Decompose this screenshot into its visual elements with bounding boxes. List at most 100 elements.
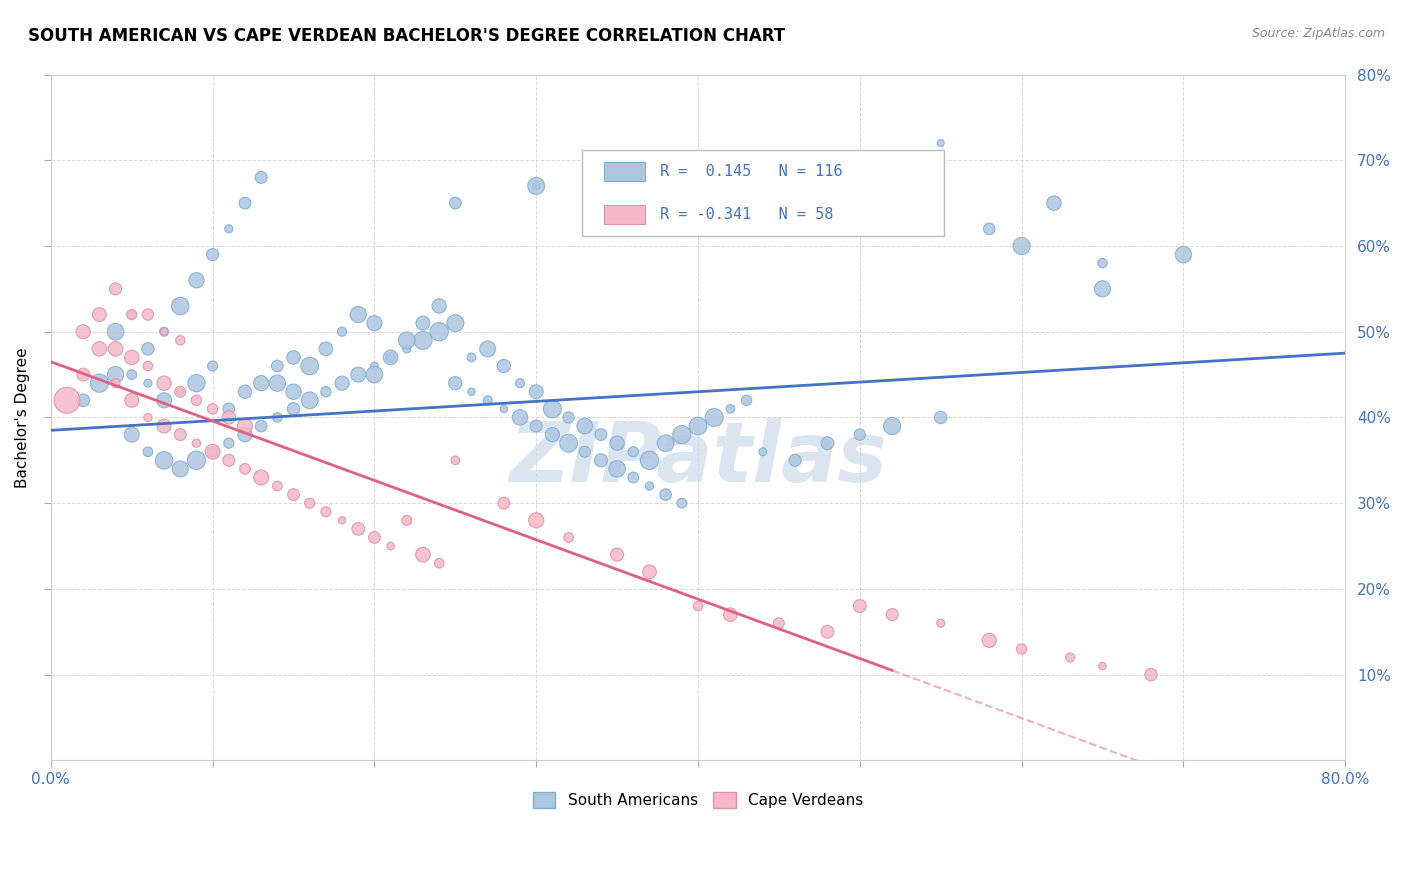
Point [557,436,579,450]
Point [574,419,596,434]
Bar [603,205,645,224]
Point [104,325,127,339]
Point [686,419,709,434]
Point [735,393,758,408]
Point [574,444,596,458]
Point [817,624,839,639]
Point [347,308,370,322]
Point [979,222,1001,236]
Point [718,607,741,622]
Point [509,410,531,425]
Point [817,436,839,450]
Point [233,462,256,476]
Point [768,153,790,168]
Text: SOUTH AMERICAN VS CAPE VERDEAN BACHELOR'S DEGREE CORRELATION CHART: SOUTH AMERICAN VS CAPE VERDEAN BACHELOR'… [28,27,785,45]
Point [849,427,872,442]
Point [121,308,143,322]
Point [363,531,385,545]
Point [283,401,305,416]
Point [524,178,547,193]
Point [541,427,564,442]
Point [751,444,773,458]
Point [1140,667,1163,681]
Point [169,462,191,476]
Point [186,436,208,450]
Point [218,401,240,416]
Point [136,410,159,425]
Point [363,368,385,382]
Point [395,513,418,527]
Point [654,436,676,450]
Point [233,427,256,442]
Point [153,453,176,467]
Point [638,565,661,579]
Point [882,419,904,434]
Point [218,410,240,425]
Point [169,427,191,442]
Point [671,427,693,442]
Point [250,470,273,484]
Point [703,410,725,425]
Point [201,444,224,458]
Point [153,376,176,391]
Point [233,419,256,434]
Point [606,187,628,202]
Point [589,453,612,467]
Point [444,453,467,467]
Point [686,196,709,211]
Point [1091,659,1114,673]
Point [509,376,531,391]
Point [169,384,191,399]
Point [589,427,612,442]
Point [104,282,127,296]
Point [380,539,402,553]
Point [1011,642,1033,657]
Point [638,453,661,467]
Point [201,444,224,458]
Point [136,342,159,356]
Point [72,325,94,339]
Text: Source: ZipAtlas.com: Source: ZipAtlas.com [1251,27,1385,40]
Point [266,479,288,493]
Point [606,187,628,202]
Point [153,325,176,339]
Point [186,453,208,467]
Point [186,393,208,408]
Point [136,359,159,373]
Point [266,376,288,391]
Point [427,325,450,339]
Point [136,308,159,322]
Point [121,351,143,365]
Point [621,444,644,458]
Point [492,401,515,416]
Point [427,299,450,313]
Point [89,308,111,322]
Point [201,359,224,373]
Point [121,393,143,408]
Point [929,616,952,631]
Point [524,419,547,434]
Point [460,351,482,365]
Point [492,496,515,510]
Point [606,548,628,562]
Point [380,351,402,365]
Point [412,316,434,330]
Point [218,453,240,467]
Point [347,522,370,536]
Point [298,359,321,373]
Point [412,548,434,562]
Point [718,401,741,416]
Point [56,393,79,408]
Point [315,505,337,519]
Point [477,393,499,408]
Point [201,247,224,261]
Point [347,368,370,382]
Text: ZIPatlas: ZIPatlas [509,418,887,500]
Point [169,384,191,399]
Point [315,342,337,356]
Point [283,384,305,399]
Point [298,496,321,510]
Text: R = -0.341   N = 58: R = -0.341 N = 58 [661,207,834,222]
Point [169,333,191,347]
Point [395,342,418,356]
